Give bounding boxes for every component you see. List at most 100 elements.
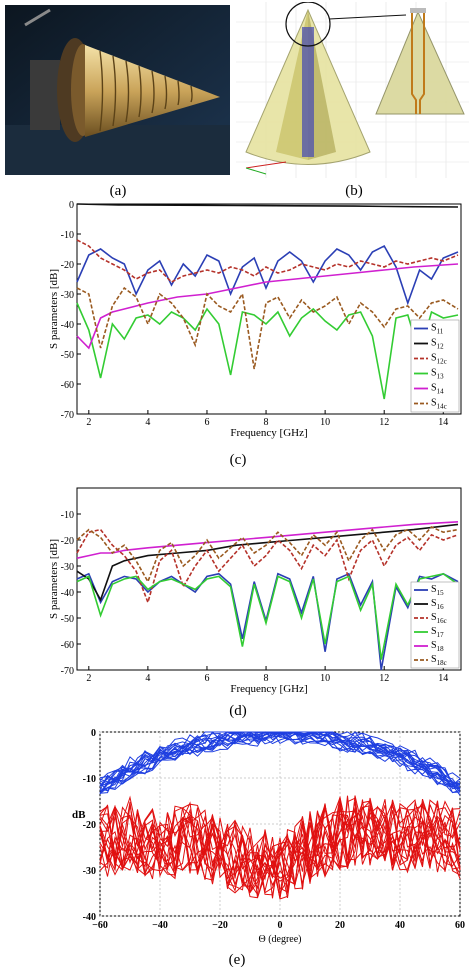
antenna-photo	[5, 5, 230, 175]
cross-polar-trace	[99, 801, 461, 899]
series-line-s12	[76, 203, 459, 208]
x-tick-label: −60	[92, 920, 108, 931]
caption-a: (a)	[109, 183, 127, 199]
y-tick-label: -40	[61, 588, 74, 599]
x-axis-label: Frequency [GHz]	[230, 683, 307, 695]
y-tick-label: 0	[69, 200, 74, 211]
co-polar-trace	[99, 731, 461, 793]
y-tick-label: -30	[61, 562, 74, 573]
legend-entry: S15	[431, 584, 444, 597]
series-line-s18c	[76, 526, 459, 584]
cross-polar-trace	[99, 797, 461, 893]
y-tick-label: -70	[61, 410, 74, 421]
x-tick-label: 8	[264, 417, 269, 428]
y-tick-label: -50	[61, 614, 74, 625]
x-tick-label: 14	[438, 417, 448, 428]
cross-polar-trace	[99, 795, 461, 894]
cross-polar-trace	[99, 799, 461, 899]
y-tick-label: -30	[83, 866, 96, 877]
x-tick-label: 4	[145, 417, 150, 428]
x-tick-label: 4	[145, 673, 150, 684]
legend-entry: S14	[431, 383, 444, 396]
series-line-s14	[76, 263, 459, 350]
x-tick-label: 20	[335, 920, 345, 931]
co-polar-trace	[99, 731, 461, 787]
x-tick-label: 0	[278, 920, 283, 931]
legend-entry: S17	[431, 626, 444, 639]
y-tick-label: -40	[61, 320, 74, 331]
x-tick-label: 2	[86, 673, 91, 684]
x-tick-label: 8	[264, 673, 269, 684]
s-parameter-chart-c: 0 -10 -20 -30 -40 -50 -60 -70 2 4 6 8 10 12 14 Frequenc…	[48, 200, 462, 439]
legend	[410, 319, 460, 413]
x-axis-label: Frequency [GHz]	[230, 427, 307, 439]
legend-entry: S16c	[431, 612, 447, 625]
x-tick-label: 40	[395, 920, 405, 931]
legend-entry: S16	[431, 598, 444, 611]
x-tick-label: 60	[455, 920, 465, 931]
legend-entry: S13	[431, 368, 444, 381]
cross-polar-trace	[99, 795, 461, 896]
x-tick-label: 10	[320, 673, 330, 684]
cross-polar-trace	[99, 797, 461, 887]
y-tick-label: -10	[83, 774, 96, 785]
x-tick-label: 14	[438, 673, 448, 684]
x-tick-label: −20	[212, 920, 228, 931]
legend	[410, 581, 460, 669]
legend-entry: S11	[431, 323, 444, 336]
s-parameter-chart-d: -10 -20 -30 -40 -50 -60 -70 2 4 6 8 10 12 14 Frequency…	[48, 487, 462, 695]
caption-d: (d)	[229, 703, 247, 719]
radiation-pattern-chart-e: 0 -10 -20 -30 -40−60 −40 −20 0 20 40 60 Θ (degree) d…	[72, 728, 465, 945]
series-line-s18	[76, 521, 459, 559]
co-polar-trace	[99, 731, 461, 781]
x-tick-label: 2	[86, 417, 91, 428]
legend-entry: S18	[431, 640, 444, 653]
y-tick-label: 0	[91, 728, 96, 739]
y-tick-label: -50	[61, 350, 74, 361]
plot-area	[76, 203, 462, 415]
legend-entry: S12c	[431, 353, 447, 366]
x-tick-label: 10	[320, 417, 330, 428]
cross-polar-trace	[99, 802, 461, 893]
legend-entry: S14c	[431, 398, 447, 411]
plot-area	[76, 487, 462, 671]
series-line-s17	[76, 572, 459, 660]
x-tick-label: 12	[379, 417, 389, 428]
y-tick-label: -60	[61, 380, 74, 391]
y-tick-label: -20	[83, 820, 96, 831]
series-line-s16	[76, 523, 459, 602]
y-axis-label: S parameters [dB]	[48, 539, 60, 619]
x-tick-label: 6	[204, 673, 209, 684]
y-tick-label: -40	[83, 912, 96, 923]
cross-polar-trace	[99, 795, 461, 894]
x-tick-label: 6	[204, 417, 209, 428]
caption-e: (e)	[228, 952, 246, 968]
y-axis-label: dB	[72, 809, 86, 821]
y-tick-label: -70	[61, 666, 74, 677]
antenna-cad-render	[236, 1, 469, 178]
x-tick-label: −40	[152, 920, 168, 931]
y-tick-label: -30	[61, 290, 74, 301]
cross-polar-trace	[99, 799, 461, 900]
series-line-s14c	[76, 286, 459, 370]
x-tick-label: 12	[379, 673, 389, 684]
cross-polar-trace	[99, 804, 461, 899]
caption-b: (b)	[345, 183, 363, 199]
series-line-s12c	[76, 239, 459, 283]
cross-polar-trace	[99, 799, 461, 893]
y-tick-label: -60	[61, 640, 74, 651]
series-line-s11	[76, 244, 459, 306]
co-polar-trace	[99, 733, 461, 796]
x-axis-label: Θ (degree)	[258, 934, 301, 945]
series-line-s13	[76, 302, 459, 400]
y-tick-label: -10	[61, 510, 74, 521]
y-axis-label: S parameters [dB]	[48, 269, 60, 349]
legend-entry: S12	[431, 338, 444, 351]
y-tick-label: -10	[61, 230, 74, 241]
y-tick-label: -20	[61, 260, 74, 271]
cross-polar-trace	[99, 803, 461, 898]
caption-c: (c)	[229, 452, 247, 468]
legend-entry: S18c	[431, 654, 447, 667]
y-tick-label: -20	[61, 536, 74, 547]
cross-polar-trace	[99, 800, 461, 898]
